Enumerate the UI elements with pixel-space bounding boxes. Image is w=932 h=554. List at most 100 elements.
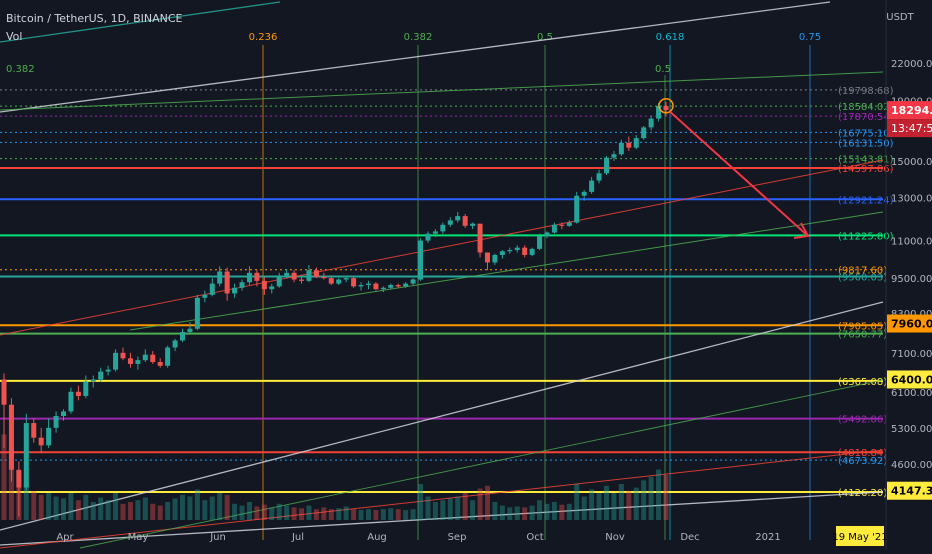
candle-body xyxy=(358,284,364,287)
candle-body xyxy=(246,272,252,283)
candle-body xyxy=(425,233,431,241)
candle-body xyxy=(187,328,193,333)
volume-bar xyxy=(75,500,81,520)
volume-bar xyxy=(507,507,513,520)
trend-line xyxy=(0,449,884,549)
volume-bar xyxy=(380,509,386,520)
volume-bar xyxy=(514,506,520,520)
volume-bar xyxy=(127,502,133,520)
volume-bar xyxy=(313,509,319,520)
price-badge xyxy=(887,101,932,120)
candle-body xyxy=(90,379,96,382)
candle-body xyxy=(440,224,446,232)
candle-body xyxy=(656,105,662,119)
candle-body xyxy=(596,173,602,181)
volume-bar xyxy=(410,509,416,520)
volume-bar xyxy=(455,496,461,520)
candle-body xyxy=(120,352,126,359)
volume-bar xyxy=(135,500,141,520)
volume-bar xyxy=(194,489,200,520)
candle-body xyxy=(299,279,305,281)
volume-bar xyxy=(537,500,543,520)
volume-bar xyxy=(641,480,647,520)
candle-body xyxy=(321,276,327,279)
candle-body xyxy=(648,118,654,128)
volume-bar xyxy=(373,510,379,520)
price-tick-label: 15000.00 xyxy=(891,157,932,168)
volume-bar xyxy=(603,485,609,520)
price-level-label: (15143.81) xyxy=(838,155,894,166)
volume-bar xyxy=(589,489,595,520)
volume-bar xyxy=(68,493,74,520)
candle-body xyxy=(395,284,401,287)
volume-bar xyxy=(246,502,252,520)
volume-bar xyxy=(484,485,490,520)
trend-line xyxy=(0,1,281,43)
volume-bar xyxy=(351,509,357,520)
volume-bar xyxy=(306,505,312,520)
volume-bar xyxy=(202,500,208,520)
trend-line xyxy=(79,379,884,549)
price-level-label: (7650.77) xyxy=(838,330,887,341)
volume-bar xyxy=(321,507,327,520)
candle-body xyxy=(157,362,163,366)
price-tick-label: 6100.00 xyxy=(891,388,932,399)
volume-bar xyxy=(559,504,565,520)
candle-body xyxy=(165,347,171,366)
countdown-badge xyxy=(887,119,932,138)
time-tick-label: Dec xyxy=(680,532,699,543)
volume-bar xyxy=(403,510,409,520)
volume-bar xyxy=(447,498,453,520)
price-badge xyxy=(887,314,932,333)
candle-body xyxy=(336,279,342,284)
volume-bar xyxy=(425,496,431,520)
price-tick-label: 13000.00 xyxy=(891,194,932,205)
candle-body xyxy=(31,423,37,438)
fib-time-label: 0.5 xyxy=(537,32,553,43)
volume-bar xyxy=(180,494,186,520)
volume-bar xyxy=(574,484,580,520)
candle-body xyxy=(484,252,490,263)
volume-bar xyxy=(633,487,639,520)
candle-body xyxy=(633,138,639,148)
volume-bar xyxy=(224,494,230,520)
candle-body xyxy=(224,271,230,294)
candle-body xyxy=(462,216,468,226)
candle-body xyxy=(351,278,357,287)
volume-bar xyxy=(284,505,290,520)
price-badge xyxy=(887,370,932,389)
price-level-label: (18584.02) xyxy=(838,102,894,113)
candle-body xyxy=(663,105,669,111)
fib-time-label: 0.382 xyxy=(404,32,433,43)
price-badge-label: 6400.00 xyxy=(891,373,932,386)
trend-line xyxy=(129,211,884,331)
candle-body xyxy=(291,272,297,280)
trend-line xyxy=(0,159,884,336)
volume-bar xyxy=(328,509,334,520)
volume-bar xyxy=(529,505,535,520)
candle-body xyxy=(269,286,275,290)
candle-body xyxy=(135,360,141,364)
date-badge xyxy=(836,526,884,546)
candle-body xyxy=(75,391,81,397)
candle-body xyxy=(603,157,609,174)
volume-bar xyxy=(477,488,483,520)
volume-bar xyxy=(663,475,669,520)
candle-body xyxy=(172,340,178,348)
candle-body xyxy=(1,379,7,405)
fib-time-label: 0.75 xyxy=(799,32,821,43)
price-level-label: (5492.86) xyxy=(838,415,887,426)
volume-bar xyxy=(656,469,662,520)
volume-bar xyxy=(239,505,245,520)
volume-bar xyxy=(544,503,550,520)
volume-bar xyxy=(61,498,67,520)
candle-body xyxy=(46,427,52,446)
time-tick-label: Aug xyxy=(367,532,387,543)
candle-body xyxy=(470,223,476,226)
volume-bar xyxy=(343,506,349,520)
candle-body xyxy=(127,358,133,364)
volume-bar xyxy=(522,507,528,520)
volume-bar xyxy=(83,494,89,520)
